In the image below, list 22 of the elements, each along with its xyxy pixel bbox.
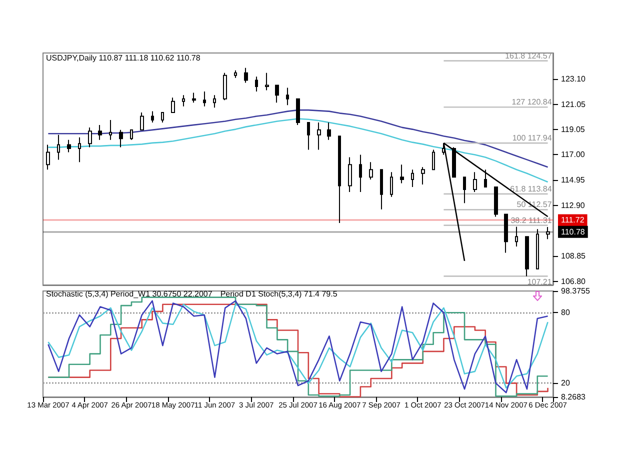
chart-title: USDJPY,Daily 110.87 111.18 110.62 110.78 [46, 54, 201, 62]
y-tick-label: 114.95 [561, 176, 586, 185]
y-tick-label: 20 [561, 378, 570, 388]
ref-line-label: 111.72 [561, 216, 585, 225]
y-tick-label: 121.05 [561, 100, 586, 109]
annotation: 107.21 [527, 278, 552, 287]
chart-subtitle: Period D1 Stoch(5,3,4) 71.4 79.5 [220, 290, 338, 298]
y-tick-label: 98.3755 [561, 286, 590, 296]
y-tick-label: 119.05 [561, 124, 586, 134]
annotation: 161.8 124.57 [505, 51, 552, 60]
y-tick-label: 123.10 [561, 74, 586, 84]
ref-line-label: 110.78 [561, 227, 586, 236]
y-tick-label: 112.90 [561, 201, 586, 210]
annotation: 61.8 113.84 [510, 184, 552, 194]
chart-title: Stochastic (5,3,4) Period_W1 30.6750 22.2007 [46, 290, 213, 298]
y-tick-label: 80 [561, 308, 570, 318]
y-tick-label: 117.00 [561, 150, 586, 160]
y-tick-label: 106.80 [561, 276, 586, 286]
y-tick-label: 8.2683 [561, 392, 586, 402]
annotation: 127 120.84 [512, 98, 552, 107]
annotation: 100 117.94 [512, 134, 552, 143]
y-tick-label: 108.85 [561, 251, 586, 260]
